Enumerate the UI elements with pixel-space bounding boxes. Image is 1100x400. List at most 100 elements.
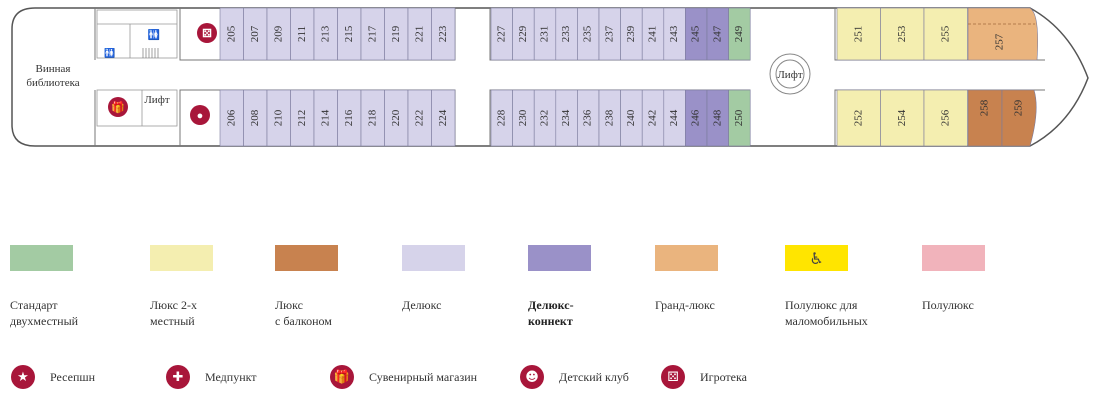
cabin-label-205: 205 <box>225 25 237 42</box>
cabin-label-215: 215 <box>343 25 355 42</box>
cabin-label-246: 246 <box>690 109 702 126</box>
cabin-label-244: 244 <box>668 109 680 126</box>
legend-swatch-deluxe_connect <box>528 245 591 271</box>
cabin-label-229: 229 <box>517 25 529 42</box>
cabin-label-234: 234 <box>560 109 572 126</box>
legend-item-semi_lux: Полулюкс <box>922 245 1052 313</box>
cabin-label-243: 243 <box>668 25 680 42</box>
cabin-label-222: 222 <box>413 110 425 127</box>
legend-label: Делюкс <box>402 298 442 312</box>
gift-icon: 🎁 <box>111 101 125 114</box>
cabin-label-250: 250 <box>733 109 745 126</box>
cabin-label-258: 258 <box>979 99 991 116</box>
amenity-item: 🎁 Сувенирный магазин <box>330 363 477 391</box>
cabin-label-217: 217 <box>366 25 378 42</box>
cabin-label-231: 231 <box>539 26 551 43</box>
cabin-label-237: 237 <box>603 25 615 42</box>
cabin-254 <box>880 89 925 147</box>
legend-item-deluxe: Делюкс <box>402 245 532 313</box>
dice-icon: ⚄ <box>202 28 212 40</box>
cabin-label-216: 216 <box>343 109 355 126</box>
cabin-label-218: 218 <box>366 109 378 126</box>
legend-swatch-semi_lux <box>922 245 985 271</box>
cabin-label-208: 208 <box>249 109 261 126</box>
cabin-label-253: 253 <box>896 25 908 42</box>
legend-item-mobility: ♿ Полулюкс для маломобильных <box>785 245 915 329</box>
cabin-label-248: 248 <box>711 109 723 126</box>
cabin-label-211: 211 <box>296 26 308 42</box>
legend-label: Стандарт двухместный <box>10 298 79 328</box>
cabin-label-252: 252 <box>852 110 864 127</box>
amenity-item: ☻ Детский клуб <box>520 363 629 391</box>
star-icon: ★ <box>11 365 35 389</box>
cabin-label-221: 221 <box>413 26 425 43</box>
legend-label: Люкс 2-х местный <box>150 298 197 328</box>
legend-item-lux_balcony: Люкс с балконом <box>275 245 405 329</box>
cabin-label-219: 219 <box>390 25 402 42</box>
cabin-label-232: 232 <box>539 110 551 127</box>
cabin-252 <box>836 89 881 147</box>
legend-swatch-mobility: ♿ <box>785 245 848 271</box>
legend-swatch-lux2 <box>150 245 213 271</box>
legend-item-grand_lux: Гранд-люкс <box>655 245 785 313</box>
gift-icon: 🎁 <box>330 365 354 389</box>
cabin-label-247: 247 <box>711 25 723 42</box>
legend-swatch-grand_lux <box>655 245 718 271</box>
legend-swatch-lux_balcony <box>275 245 338 271</box>
service-block-top <box>96 9 178 59</box>
wheelchair-icon: ♿ <box>809 248 824 268</box>
amenity-item: ⚄ Игротека <box>661 363 747 391</box>
cabin-label-233: 233 <box>560 25 572 42</box>
cabin-label-207: 207 <box>249 25 261 42</box>
cabin-label-206: 206 <box>225 109 237 126</box>
lift-label-center: Лифт <box>777 69 802 81</box>
amenities-legend: ★ Ресепшн ✚ Медпункт 🎁 Сувенирный магазин ☻ Дет… <box>0 363 1100 393</box>
cabin-label-259: 259 <box>1013 99 1025 116</box>
lift-label-left: Лифт <box>144 94 169 106</box>
amenity-item: ✚ Медпункт <box>166 363 257 391</box>
cabin-253 <box>880 7 925 61</box>
cabin-251 <box>836 7 881 61</box>
cabin-label-236: 236 <box>582 109 594 126</box>
cabin-label-251: 251 <box>852 26 864 43</box>
cabin-label-228: 228 <box>495 109 507 126</box>
amenity-label: Игротека <box>700 369 747 384</box>
cabin-label-249: 249 <box>733 25 745 42</box>
cabin-label-257: 257 <box>994 33 1006 50</box>
cabin-label-241: 241 <box>647 26 659 43</box>
lift-circle-inner <box>775 59 805 89</box>
cabin-255 <box>923 7 968 61</box>
cabin-label-210: 210 <box>272 109 284 126</box>
room-type-legend: Стандарт двухместный Люкс 2-х местный Люкс… <box>0 245 1100 335</box>
dice-icon <box>197 23 217 43</box>
cabin-label-255: 255 <box>939 25 951 42</box>
amenity-label: Детский клуб <box>559 369 629 384</box>
cabin-label-235: 235 <box>582 25 594 42</box>
cabin-250 <box>728 89 751 147</box>
cabin-label-209: 209 <box>272 25 284 42</box>
legend-label: Полулюкс для маломобильных <box>785 298 868 328</box>
cabin-label-214: 214 <box>319 109 331 126</box>
medical-cross-icon: ✚ <box>166 365 190 389</box>
cabin-label-212: 212 <box>296 110 308 127</box>
gift-icon <box>108 97 128 117</box>
cabin-label-254: 254 <box>896 109 908 126</box>
cabin-label-239: 239 <box>625 25 637 42</box>
cabin-224 <box>431 89 456 147</box>
cabin-label-230: 230 <box>517 109 529 126</box>
cabin-223 <box>431 7 456 61</box>
legend-label: Люкс с балконом <box>275 298 332 328</box>
amenity-label: Ресепшн <box>50 369 96 384</box>
cabin-label-238: 238 <box>603 109 615 126</box>
deck-plan: Винная библиотека 🚻 🚻 Лифт 🎁 ⚄ ● Лифт 205 207 209 21… <box>11 7 1089 147</box>
legend-item-standard: Стандарт двухместный <box>10 245 140 329</box>
teddy-bear-icon: ☻ <box>520 365 544 389</box>
legend-item-deluxe_connect: Делюкс- коннект <box>528 245 658 329</box>
cabin-label-227: 227 <box>495 25 507 42</box>
cabin-249 <box>728 7 751 61</box>
cabin-label-213: 213 <box>319 25 331 42</box>
legend-item-lux2: Люкс 2-х местный <box>150 245 280 329</box>
cabin-label-240: 240 <box>625 109 637 126</box>
legend-label: Делюкс- коннект <box>528 298 574 328</box>
cabin-258 <box>967 89 1003 147</box>
